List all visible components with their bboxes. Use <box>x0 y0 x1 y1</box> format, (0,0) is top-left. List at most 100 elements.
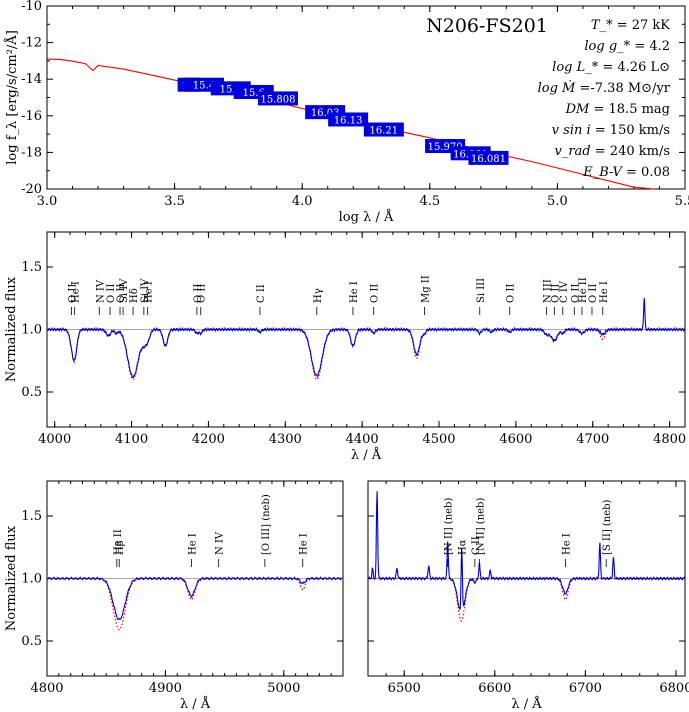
halpha-spectrum-panel: 6500 6600 6700 6800[N II] (neb) Hα C II[N II]… <box>367 480 689 712</box>
line-id-label: [N II] (neb) <box>475 498 486 555</box>
line-id-label: He I <box>144 281 155 303</box>
photometry-label: 15.6 <box>220 84 242 95</box>
line-id-label: O II <box>68 284 79 303</box>
line-id-label: He II <box>578 277 589 303</box>
line-id-label: C II <box>471 536 482 555</box>
x-tick-label: 5.0 <box>547 194 568 209</box>
parameter-name: T_* <box>591 18 613 33</box>
x-tick-label: 6800 <box>659 681 689 696</box>
line-id-label: C IV <box>559 280 570 303</box>
parameter-row: log L_* = 4.26 L⊙ <box>552 60 670 75</box>
x-tick-label: 5.5 <box>675 194 689 209</box>
line-id-label: O II <box>550 284 561 303</box>
line-id-label: Hβ <box>115 540 126 555</box>
x-tick-label: 4.0 <box>292 194 313 209</box>
parameter-name: log g_* <box>584 39 630 54</box>
line-id-label: Si IV <box>119 278 130 303</box>
line-id-label: He I <box>599 281 610 303</box>
parameter-name: DM <box>565 102 590 117</box>
chart-title: N206-FS201 <box>426 15 548 37</box>
parameter-row: T_* = 27 kK <box>591 18 670 33</box>
line-id-label: [S II] (neb) <box>602 499 613 555</box>
photometry-label: 16.03 <box>311 108 340 119</box>
y-tick-label: -10 <box>21 0 42 14</box>
x-tick-label: 4700 <box>576 432 609 447</box>
photometry-label: 15.970 <box>428 142 463 153</box>
y-tick-label: 1.0 <box>21 572 42 587</box>
parameter-value: = 18.5 mag <box>589 102 670 117</box>
y-axis-label: log f_λ [erg/s/cm²/Å] <box>4 30 20 165</box>
parameter-row: log Ṁ =-7.38 M⊙/yr <box>538 79 671 96</box>
parameter-name: log Ṁ <box>538 79 576 96</box>
parameter-value: = 150 km/s <box>591 123 670 138</box>
line-id-label: Mg II <box>420 275 431 303</box>
x-tick-label: 5000 <box>267 681 300 696</box>
observed-spectrum-line <box>46 576 344 621</box>
line-id-label: He I <box>71 281 82 303</box>
photometry-label: 15.4 <box>193 81 215 92</box>
x-axis-label: λ / Å <box>511 696 542 712</box>
photometry-label: 15.6 <box>243 88 265 99</box>
x-tick-label: 4600 <box>499 432 532 447</box>
line-id-label: O II <box>370 284 381 303</box>
x-axis-label: log λ / Å <box>339 209 394 225</box>
x-tick-label: 4200 <box>192 432 225 447</box>
x-tick-label: 4900 <box>149 681 182 696</box>
parameter-row: log g_* = 4.2 <box>584 39 670 54</box>
y-tick-label: 1.5 <box>21 509 42 524</box>
y-tick-label: -18 <box>21 145 42 160</box>
line-id-label: N IV <box>95 279 106 303</box>
parameter-row: DM = 18.5 mag <box>565 102 670 117</box>
observed-spectrum-line <box>367 491 686 610</box>
x-tick-label: 6500 <box>388 681 421 696</box>
photometry-box <box>328 112 369 127</box>
y-tick-label: 0.5 <box>21 385 42 400</box>
line-id-label: O II <box>506 284 517 303</box>
x-tick-label: 3.0 <box>37 194 58 209</box>
x-tick-label: 6600 <box>478 681 511 696</box>
parameter-name: log L_* <box>552 60 599 75</box>
line-id-label: Hδ <box>129 288 140 303</box>
line-id-label: He I <box>299 533 310 555</box>
parameter-value: = 0.08 <box>622 165 670 180</box>
line-id-label: He I <box>187 533 198 555</box>
line-id-label: O II <box>116 284 127 303</box>
x-tick-label: 4800 <box>653 432 686 447</box>
photometry-label: 16.21 <box>370 126 399 137</box>
y-tick-label: -14 <box>21 72 42 87</box>
x-tick-label: 4300 <box>269 432 302 447</box>
y-tick-label: -12 <box>21 36 42 51</box>
parameter-value: = 4.26 L⊙ <box>598 60 670 75</box>
parameter-row: E_B-V = 0.08 <box>582 165 670 180</box>
photometry-label: 16.13 <box>334 115 363 126</box>
photometry-box <box>363 122 404 137</box>
plot-frame <box>46 5 686 190</box>
blue-spectrum-panel: 4000 4100 4200 4300 4400 4500 4600 4700 4800 0.5 1… <box>4 231 686 463</box>
model-spectrum-line <box>368 577 685 622</box>
line-id-label: Si IV <box>140 278 151 303</box>
line-id-label: C II <box>256 284 267 303</box>
observed-spectrum-line <box>46 297 685 379</box>
y-tick-label: 0.5 <box>21 634 42 649</box>
line-id-label: O II <box>106 284 117 303</box>
x-tick-label: 4800 <box>30 681 63 696</box>
x-tick-label: 4.5 <box>419 194 440 209</box>
line-id-label: N IV <box>215 531 226 555</box>
photometry-box <box>468 150 509 165</box>
parameter-value: = 4.2 <box>630 39 670 54</box>
x-tick-label: 3.5 <box>164 194 185 209</box>
photometry-label: 15.808 <box>260 94 295 105</box>
model-spectrum-line <box>47 328 685 381</box>
x-axis-label: λ / Å <box>351 447 382 463</box>
line-id-label: O II <box>570 284 581 303</box>
parameter-name: v sin i <box>552 123 591 138</box>
x-tick-label: 4100 <box>115 432 148 447</box>
y-tick-label: 1.5 <box>21 260 42 275</box>
line-id-label: Hγ <box>313 288 324 303</box>
parameter-value: = 240 km/s <box>591 144 670 159</box>
line-id-label: Si III <box>476 278 487 303</box>
photometry-box <box>257 91 298 106</box>
parameter-name: E_B-V <box>582 165 623 180</box>
x-tick-label: 4500 <box>422 432 455 447</box>
